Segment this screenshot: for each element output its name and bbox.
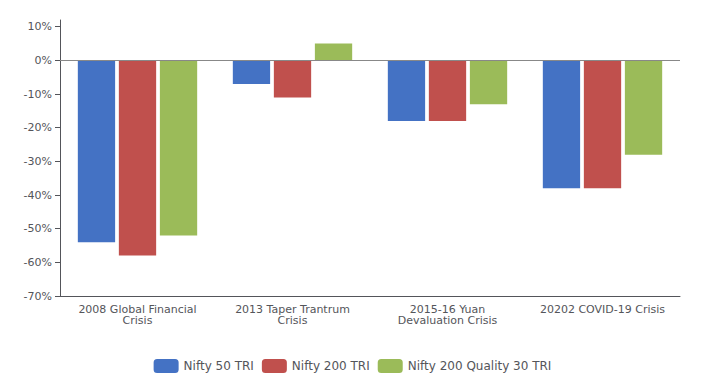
svg-text:-10%: -10% bbox=[24, 88, 52, 101]
svg-text:Crisis: Crisis bbox=[278, 314, 308, 327]
svg-text:-40%: -40% bbox=[24, 189, 52, 202]
svg-text:-70%: -70% bbox=[24, 290, 52, 303]
svg-text:10%: 10% bbox=[28, 20, 52, 33]
svg-text:Crisis: Crisis bbox=[123, 314, 153, 327]
svg-text:2015-16 Yuan: 2015-16 Yuan bbox=[409, 303, 486, 316]
svg-text:2013 Taper Trantrum: 2013 Taper Trantrum bbox=[235, 303, 350, 316]
svg-text:-30%: -30% bbox=[24, 155, 52, 168]
svg-text:Nifty 50 TRI: Nifty 50 TRI bbox=[184, 359, 254, 373]
svg-text:Nifty 200 TRI: Nifty 200 TRI bbox=[292, 359, 370, 373]
svg-text:Devaluation Crisis: Devaluation Crisis bbox=[398, 314, 498, 327]
svg-text:-50%: -50% bbox=[24, 222, 52, 235]
svg-text:-20%: -20% bbox=[24, 121, 52, 134]
svg-text:-60%: -60% bbox=[24, 256, 52, 269]
svg-text:Nifty 200 Quality 30 TRI: Nifty 200 Quality 30 TRI bbox=[408, 359, 552, 373]
svg-text:20202 COVID-19 Crisis: 20202 COVID-19 Crisis bbox=[540, 303, 665, 316]
svg-text:0%: 0% bbox=[35, 54, 52, 67]
svg-text:2008 Global Financial: 2008 Global Financial bbox=[78, 303, 197, 316]
